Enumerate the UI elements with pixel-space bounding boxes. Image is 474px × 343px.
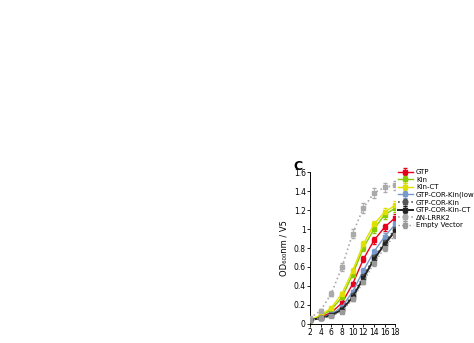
- Y-axis label: OD₆₀₀nm / V5: OD₆₀₀nm / V5: [279, 220, 288, 276]
- Text: C: C: [293, 160, 302, 173]
- Legend: GTP, Kin, Kin-CT, GTP-COR-Kin(low), GTP-COR-Kin, GTP-COR-Kin-CT, ΔN-LRRK2, Empty: GTP, Kin, Kin-CT, GTP-COR-Kin(low), GTP-…: [398, 169, 474, 228]
